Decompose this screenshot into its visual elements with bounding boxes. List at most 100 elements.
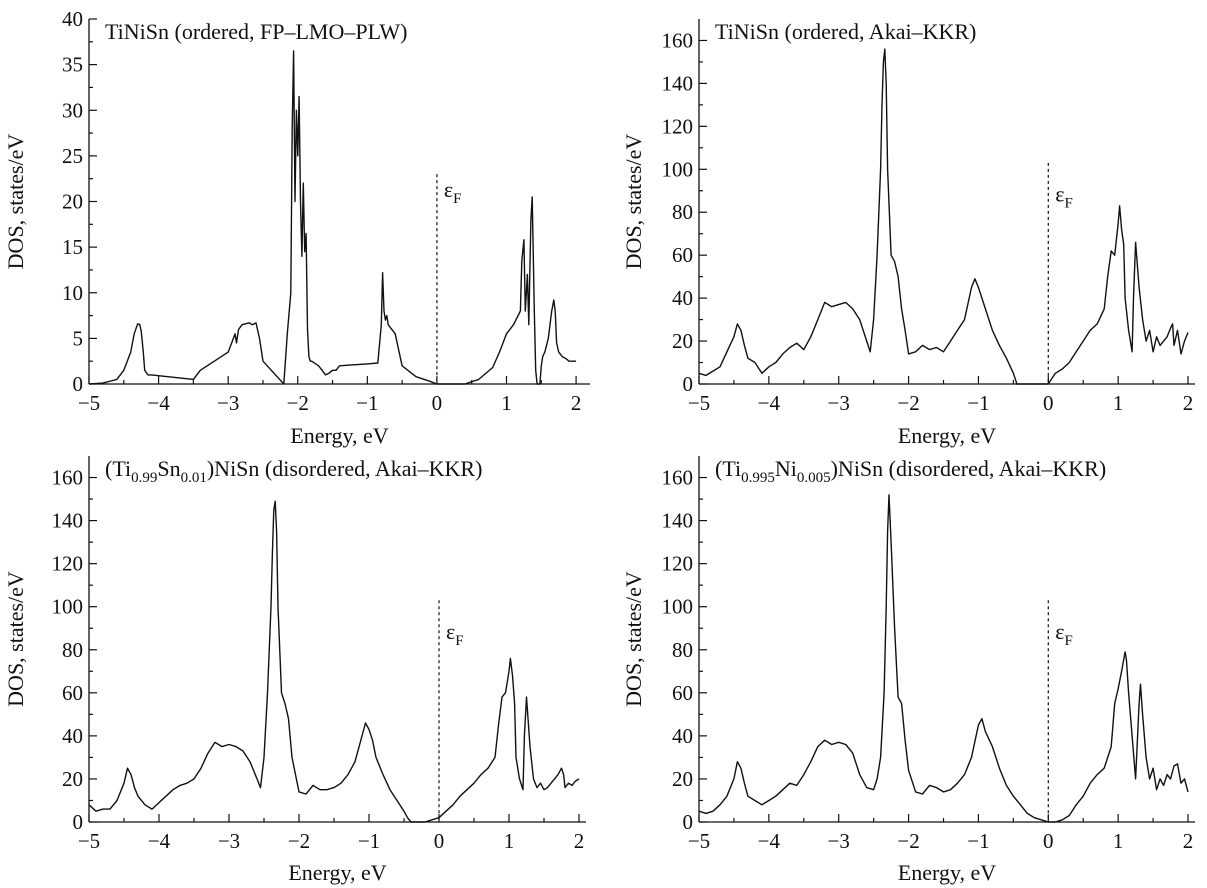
x-tick-label: −3 (217, 391, 239, 415)
x-tick-label: −4 (758, 829, 781, 853)
y-tick-label: 80 (62, 638, 83, 662)
y-tick-label: 140 (662, 71, 694, 95)
fermi-subscript: F (455, 633, 463, 649)
panel-title: TiNiSn (ordered, FP–LMO–PLW) (105, 19, 408, 44)
fermi-label: εF (1055, 182, 1073, 212)
y-tick-label: 80 (672, 200, 693, 224)
x-tick-label: 1 (1113, 829, 1124, 853)
x-tick-label: −4 (148, 829, 171, 853)
title-text: Sn (157, 456, 180, 481)
y-tick-label: 30 (62, 98, 83, 122)
dos-series-line (88, 50, 577, 385)
y-tick-label: 35 (62, 53, 83, 77)
x-tick-label: −2 (287, 391, 309, 415)
x-tick-label: −2 (897, 391, 919, 415)
y-tick-label: 40 (62, 7, 83, 31)
title-text: TiNiSn (ordered, FP–LMO–PLW) (105, 19, 408, 44)
y-tick-label: 120 (662, 552, 694, 576)
x-axis-label: Energy, eV (898, 423, 996, 448)
x-tick-label: −4 (758, 391, 781, 415)
x-tick-label: 0 (432, 391, 443, 415)
x-tick-label: −3 (828, 391, 850, 415)
title-text: TiNiSn (ordered, Akai–KKR) (715, 19, 976, 44)
x-tick-label: −1 (358, 829, 380, 853)
y-tick-label: 140 (662, 509, 694, 533)
x-axis-label: Energy, eV (898, 860, 996, 885)
fermi-label: εF (1055, 619, 1073, 649)
fermi-epsilon: ε (1055, 619, 1064, 644)
x-tick-label: 2 (571, 391, 582, 415)
y-tick-label: 0 (73, 372, 84, 396)
panel-title: (Ti0.995Ni0.005)NiSn (disordered, Akai–K… (715, 456, 1106, 486)
y-tick-label: 20 (672, 329, 693, 353)
title-subscript: 0.995 (741, 470, 775, 486)
y-tick-label: 80 (672, 638, 693, 662)
y-tick-label: 100 (662, 595, 694, 619)
x-tick-label: −5 (78, 391, 100, 415)
x-tick-label: 1 (504, 829, 515, 853)
x-tick-label: 1 (1113, 391, 1124, 415)
x-axis-label: Energy, eV (290, 423, 388, 448)
x-tick-label: 1 (501, 391, 512, 415)
x-tick-label: −5 (688, 829, 710, 853)
x-tick-label: 0 (434, 829, 445, 853)
x-tick-label: 0 (1043, 829, 1054, 853)
panel-title: (Ti0.99Sn0.01)NiSn (disordered, Akai–KKR… (105, 456, 482, 486)
y-tick-label: 40 (672, 724, 693, 748)
dos-series-line (698, 48, 1189, 385)
y-tick-label: 20 (672, 767, 693, 791)
title-text: Ni (775, 456, 797, 481)
y-tick-label: 0 (683, 372, 694, 396)
y-tick-label: 0 (683, 810, 694, 834)
x-tick-label: 2 (1183, 829, 1194, 853)
x-tick-label: 0 (1043, 391, 1054, 415)
panel-tinisn-ordered-akai-kkr: 0 20 40 60 80 100 120 140 160 −5 −4 −3 −2 −1 0 1 2 Energy… (621, 19, 1195, 448)
dos-series-line (698, 494, 1189, 823)
fermi-label: εF (446, 619, 464, 649)
y-tick-label: 160 (662, 28, 694, 52)
x-tick-label: −5 (78, 829, 100, 853)
title-subscript: 0.99 (131, 470, 157, 486)
x-tick-label: −1 (967, 391, 989, 415)
panel-title: TiNiSn (ordered, Akai–KKR) (715, 19, 976, 44)
fermi-label: εF (444, 177, 462, 207)
y-tick-label: 60 (672, 243, 693, 267)
y-tick-label: 140 (52, 509, 84, 533)
y-tick-label: 120 (662, 114, 694, 138)
y-tick-label: 160 (662, 466, 694, 490)
dos-series-line (88, 500, 580, 823)
x-tick-label: 2 (574, 829, 585, 853)
fermi-epsilon: ε (1055, 182, 1064, 207)
title-text: )NiSn (disordered, Akai–KKR) (831, 456, 1107, 481)
y-tick-label: 160 (52, 466, 84, 490)
fermi-epsilon: ε (446, 619, 455, 644)
x-tick-label: −1 (967, 829, 989, 853)
y-tick-label: 60 (672, 681, 693, 705)
x-tick-label: −1 (356, 391, 378, 415)
panel-ti-sn-disordered-akai-kkr: 0 20 40 60 80 100 120 140 160 −5 −4 −3 −2 −1 0 1 2 Energy… (3, 456, 586, 885)
y-tick-label: 25 (62, 144, 83, 168)
title-subscript: 0.01 (181, 470, 207, 486)
fermi-subscript: F (1065, 633, 1073, 649)
y-tick-label: 40 (62, 724, 83, 748)
panel-ti-ni-disordered-akai-kkr: 0 20 40 60 80 100 120 140 160 −5 −4 −3 −2 −1 0 1 2 Energy… (621, 456, 1195, 885)
y-tick-label: 100 (52, 595, 84, 619)
fermi-epsilon: ε (444, 177, 453, 202)
x-tick-label: −5 (688, 391, 710, 415)
x-tick-label: −3 (218, 829, 240, 853)
fermi-subscript: F (1065, 196, 1073, 212)
y-axis-label: DOS, states/eV (3, 134, 28, 270)
panel-tinisn-ordered-fp-lmo-plw: 0 5 10 15 20 25 30 35 40 −5 −4 −3 −2 −1 0 1 2 Energy, eV D… (3, 7, 590, 448)
x-tick-label: −2 (897, 829, 919, 853)
x-tick-label: −4 (147, 391, 170, 415)
title-subscript: 0.005 (797, 470, 831, 486)
y-tick-label: 5 (73, 326, 84, 350)
y-tick-label: 20 (62, 767, 83, 791)
y-axis-label: DOS, states/eV (3, 571, 28, 707)
x-tick-label: −2 (288, 829, 310, 853)
y-tick-label: 40 (672, 286, 693, 310)
y-axis-label: DOS, states/eV (621, 571, 646, 707)
title-text: )NiSn (disordered, Akai–KKR) (207, 456, 483, 481)
fermi-subscript: F (453, 191, 461, 207)
